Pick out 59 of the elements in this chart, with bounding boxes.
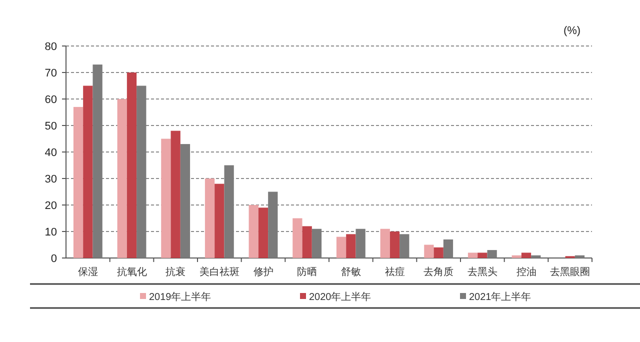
bar bbox=[336, 236, 346, 258]
x-tick-label: 舒敏 bbox=[340, 266, 361, 278]
x-tick-label: 保湿 bbox=[78, 266, 98, 278]
bar bbox=[574, 255, 585, 258]
x-tick-label: 去角质 bbox=[424, 266, 454, 278]
bar bbox=[292, 218, 302, 258]
y-tick-label: 60 bbox=[44, 94, 57, 106]
bar bbox=[180, 144, 190, 258]
x-tick-label: 控油 bbox=[516, 266, 536, 278]
x-tick-label: 修护 bbox=[253, 266, 274, 278]
bar bbox=[92, 64, 102, 258]
x-tick-label: 抗氧化 bbox=[116, 266, 147, 278]
bar bbox=[117, 99, 127, 258]
x-tick-label: 去黑眼圈 bbox=[550, 266, 590, 278]
bar bbox=[161, 138, 171, 258]
y-axis-title: (%) bbox=[563, 25, 581, 37]
y-tick-label: 50 bbox=[44, 120, 57, 132]
x-tick-label: 抗衰 bbox=[166, 266, 186, 278]
bar bbox=[248, 205, 258, 258]
x-tick-label: 美白祛斑 bbox=[199, 266, 240, 278]
bar bbox=[468, 252, 478, 258]
y-tick-label: 40 bbox=[44, 147, 57, 159]
bar bbox=[424, 244, 434, 258]
bar bbox=[302, 226, 312, 258]
bar bbox=[170, 130, 180, 258]
bar bbox=[380, 228, 390, 258]
bar bbox=[478, 252, 488, 258]
y-tick-label: 30 bbox=[44, 174, 57, 186]
bar bbox=[356, 228, 366, 258]
bar bbox=[126, 72, 137, 258]
bar bbox=[346, 234, 356, 258]
bar bbox=[531, 255, 541, 258]
bar bbox=[214, 184, 224, 258]
bar bbox=[204, 178, 215, 258]
x-tick-label: 去黑头 bbox=[467, 266, 498, 278]
bar bbox=[312, 228, 322, 258]
bar bbox=[521, 252, 532, 258]
bar bbox=[443, 239, 454, 258]
bar bbox=[83, 86, 93, 258]
bar bbox=[73, 106, 84, 258]
y-tick-label: 20 bbox=[44, 200, 57, 212]
x-tick-label: 防晒 bbox=[297, 266, 318, 278]
legend-label: 2019年上半年 bbox=[149, 291, 212, 303]
y-tick-label: 80 bbox=[44, 41, 57, 53]
y-tick-label: 0 bbox=[50, 253, 57, 265]
bar bbox=[487, 250, 497, 258]
bar bbox=[390, 232, 400, 258]
bar bbox=[434, 247, 444, 258]
bar bbox=[258, 208, 268, 258]
bar bbox=[136, 86, 146, 258]
bar bbox=[512, 255, 522, 258]
bar bbox=[224, 165, 234, 258]
x-tick-label: 祛痘 bbox=[384, 266, 405, 278]
y-tick-label: 10 bbox=[44, 226, 57, 238]
legend-label: 2020年上半年 bbox=[309, 291, 372, 303]
legend-label: 2021年上半年 bbox=[469, 291, 532, 303]
bar bbox=[400, 234, 410, 258]
y-tick-label: 70 bbox=[44, 68, 57, 80]
bar bbox=[268, 192, 278, 258]
